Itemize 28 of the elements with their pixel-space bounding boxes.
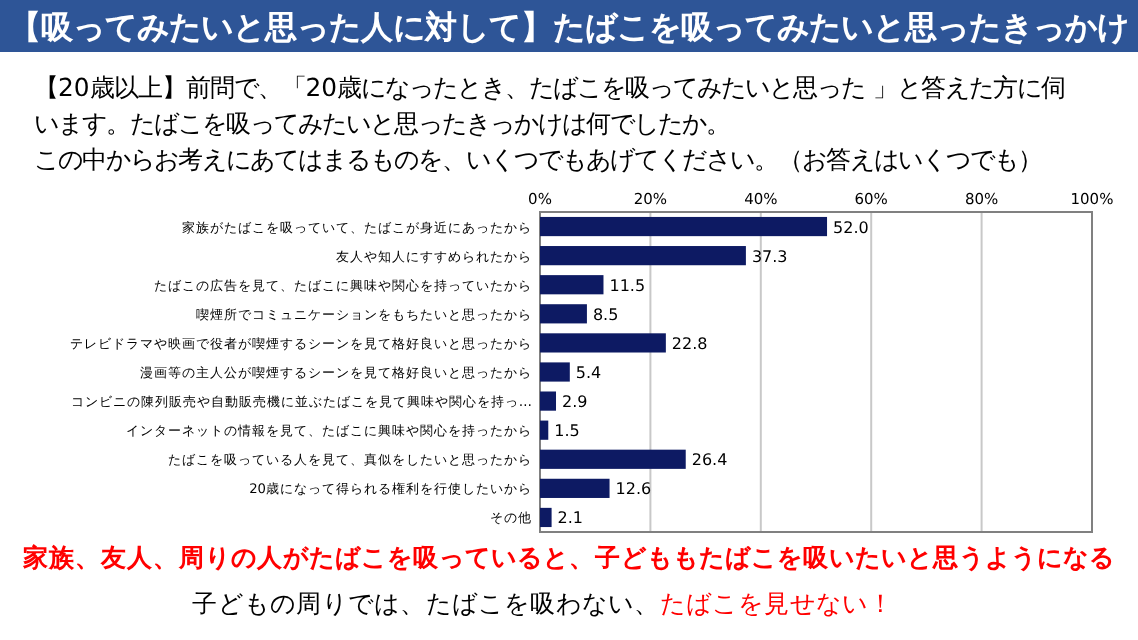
chart-subtitle: 【20歳以上】前問で、「20歳になったとき、たばこを吸ってみたいと思った 」と答えた方に伺います。たばこを吸ってみたいと思ったきっかけは何でしたか。 [34, 72, 1065, 138]
text: 家族、友人、周りの人がたばこを吸っていると、子どももたばこを吸いたいと思うようになる [21, 542, 1115, 572]
data-label: 12.6 [615, 480, 652, 499]
bar [540, 275, 604, 295]
data-label: 5.4 [575, 364, 602, 382]
data-label: 22.8 [671, 334, 708, 353]
data-label: 1.5 [554, 422, 580, 441]
data-label: 37.3 [751, 247, 788, 266]
data-label: 52.0 [833, 218, 869, 237]
bar [540, 246, 746, 266]
data-label: 2.9 [562, 393, 588, 412]
text: たばこを見せない！ [660, 588, 894, 618]
bar [540, 420, 549, 440]
bar [540, 449, 686, 469]
bar [540, 333, 666, 353]
data-label: 11.5 [609, 276, 646, 295]
bar [540, 362, 570, 382]
text: この中からお考えにあてはまるものを、いくつでもあげてください。（お答えはいくつでも） [34, 144, 1042, 174]
bar [540, 478, 610, 498]
data-label: 26.4 [691, 451, 728, 470]
data-label: 8.5 [592, 305, 619, 324]
chart-title: 【吸ってみたいと思った人に対して】たばこを吸ってみたいと思ったきっかけ [9, 8, 1129, 46]
bar [540, 391, 557, 411]
bar [540, 304, 587, 324]
data-label: 2.1 [557, 509, 584, 528]
bar [540, 507, 552, 528]
text: 子どもの周りでは、たばこを吸わない、 [192, 588, 660, 618]
bar [540, 216, 828, 237]
